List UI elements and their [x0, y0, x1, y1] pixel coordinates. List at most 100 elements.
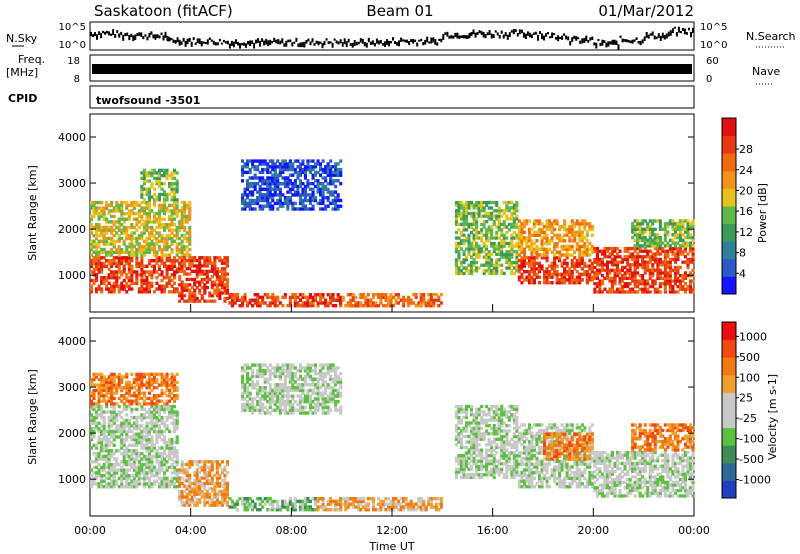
- heatmap-cell: [117, 404, 121, 409]
- heatmap-cell: [100, 474, 104, 478]
- heatmap-cell: [175, 225, 179, 230]
- nsky-mark: [496, 32, 499, 36]
- heatmap-cell: [185, 206, 189, 210]
- heatmap-cell: [311, 167, 315, 172]
- heatmap-cell: [520, 272, 524, 277]
- heatmap-cell: [105, 394, 109, 398]
- heatmap-cell: [105, 287, 109, 291]
- heatmap-cell: [203, 492, 207, 496]
- heatmap-cell: [266, 165, 270, 169]
- heatmap-cell: [140, 440, 144, 445]
- heatmap-cell: [276, 184, 280, 189]
- heatmap-cell: [500, 263, 504, 267]
- heatmap-cell: [163, 482, 167, 486]
- heatmap-cell: [180, 214, 184, 219]
- site-title: Saskatoon (fitACF): [94, 2, 233, 20]
- heatmap-cell: [173, 234, 177, 238]
- heatmap-cell: [130, 429, 134, 434]
- heatmap-cell: [515, 250, 519, 254]
- heatmap-cell: [220, 269, 224, 273]
- heatmap-cell: [135, 247, 139, 252]
- heatmap-cell: [173, 187, 177, 191]
- heatmap-cell: [145, 402, 149, 406]
- heatmap-cell: [127, 245, 131, 249]
- heatmap-cell: [515, 252, 519, 256]
- heatmap-cell: [117, 383, 121, 387]
- heatmap-cell: [266, 201, 270, 206]
- heatmap-cell: [170, 372, 174, 376]
- heatmap-cell: [686, 241, 690, 245]
- heatmap-cell: [628, 276, 632, 280]
- heatmap-cell: [203, 291, 207, 295]
- heatmap-cell: [603, 287, 607, 291]
- heatmap-cell: [122, 485, 126, 489]
- heatmap-cell: [115, 284, 119, 288]
- heatmap-cell: [535, 233, 539, 237]
- heatmap-cell: [157, 424, 161, 428]
- heatmap-cell: [563, 275, 567, 279]
- heatmap-cell: [145, 438, 149, 442]
- heatmap-cell: [132, 378, 136, 382]
- heatmap-cell: [135, 211, 139, 216]
- nsky-mark: [492, 34, 495, 39]
- heatmap-cell: [424, 301, 428, 305]
- heatmap-cell: [271, 196, 275, 200]
- heatmap-cell: [324, 298, 328, 302]
- heatmap-cell: [125, 261, 129, 266]
- heatmap-cell: [278, 301, 282, 305]
- heatmap-cell: [689, 282, 693, 286]
- heatmap-cell: [127, 250, 131, 254]
- heatmap-cell: [663, 282, 667, 286]
- heatmap-cell: [517, 227, 521, 232]
- heatmap-cell: [568, 253, 572, 257]
- heatmap-cell: [105, 264, 109, 268]
- nsky-mark: [303, 41, 306, 48]
- heatmap-cell: [97, 267, 101, 271]
- heatmap-cell: [261, 207, 265, 211]
- heatmap-cell: [681, 284, 685, 289]
- heatmap-cell: [105, 471, 109, 475]
- heatmap-cell: [553, 233, 557, 237]
- heatmap-cell: [163, 276, 167, 280]
- heatmap-cell: [256, 301, 260, 305]
- heatmap-cell: [107, 281, 111, 285]
- heatmap-cell: [298, 499, 302, 504]
- heatmap-cell: [127, 225, 131, 230]
- heatmap-cell: [150, 485, 154, 489]
- heatmap-cell: [648, 241, 652, 245]
- heatmap-cell: [157, 182, 161, 186]
- heatmap-cell: [92, 429, 96, 434]
- heatmap-cell: [595, 284, 599, 289]
- heatmap-cell: [283, 184, 287, 189]
- heatmap-cell: [165, 460, 169, 464]
- heatmap-cell: [170, 451, 174, 456]
- heatmap-cell: [122, 451, 126, 456]
- heatmap-cell: [251, 193, 255, 197]
- heatmap-cell: [147, 407, 151, 412]
- heatmap-cell: [228, 505, 232, 509]
- heatmap-cell: [666, 260, 670, 264]
- heatmap-cell: [646, 255, 650, 259]
- heatmap-cell: [175, 187, 179, 191]
- heatmap-cell: [623, 255, 627, 259]
- heatmap-cell: [641, 255, 645, 259]
- heatmap-cell: [147, 460, 151, 464]
- heatmap-cell: [515, 225, 519, 229]
- heatmap-cell: [331, 304, 335, 308]
- heatmap-cell: [185, 253, 189, 257]
- heatmap-cell: [105, 429, 109, 434]
- heatmap-cell: [658, 238, 662, 242]
- heatmap-cell: [560, 264, 564, 268]
- heatmap-cell: [293, 193, 297, 197]
- heatmap-cell: [543, 242, 547, 246]
- heatmap-cell: [502, 244, 506, 248]
- heatmap-cell: [306, 198, 310, 203]
- heatmap-cell: [92, 402, 96, 406]
- heatmap-cell: [306, 295, 310, 300]
- heatmap-cell: [623, 276, 627, 280]
- heatmap-cell: [548, 219, 552, 223]
- heatmap-cell: [200, 489, 204, 494]
- heatmap-cell: [472, 228, 476, 232]
- heatmap-cell: [220, 258, 224, 263]
- heatmap-cell: [95, 443, 99, 447]
